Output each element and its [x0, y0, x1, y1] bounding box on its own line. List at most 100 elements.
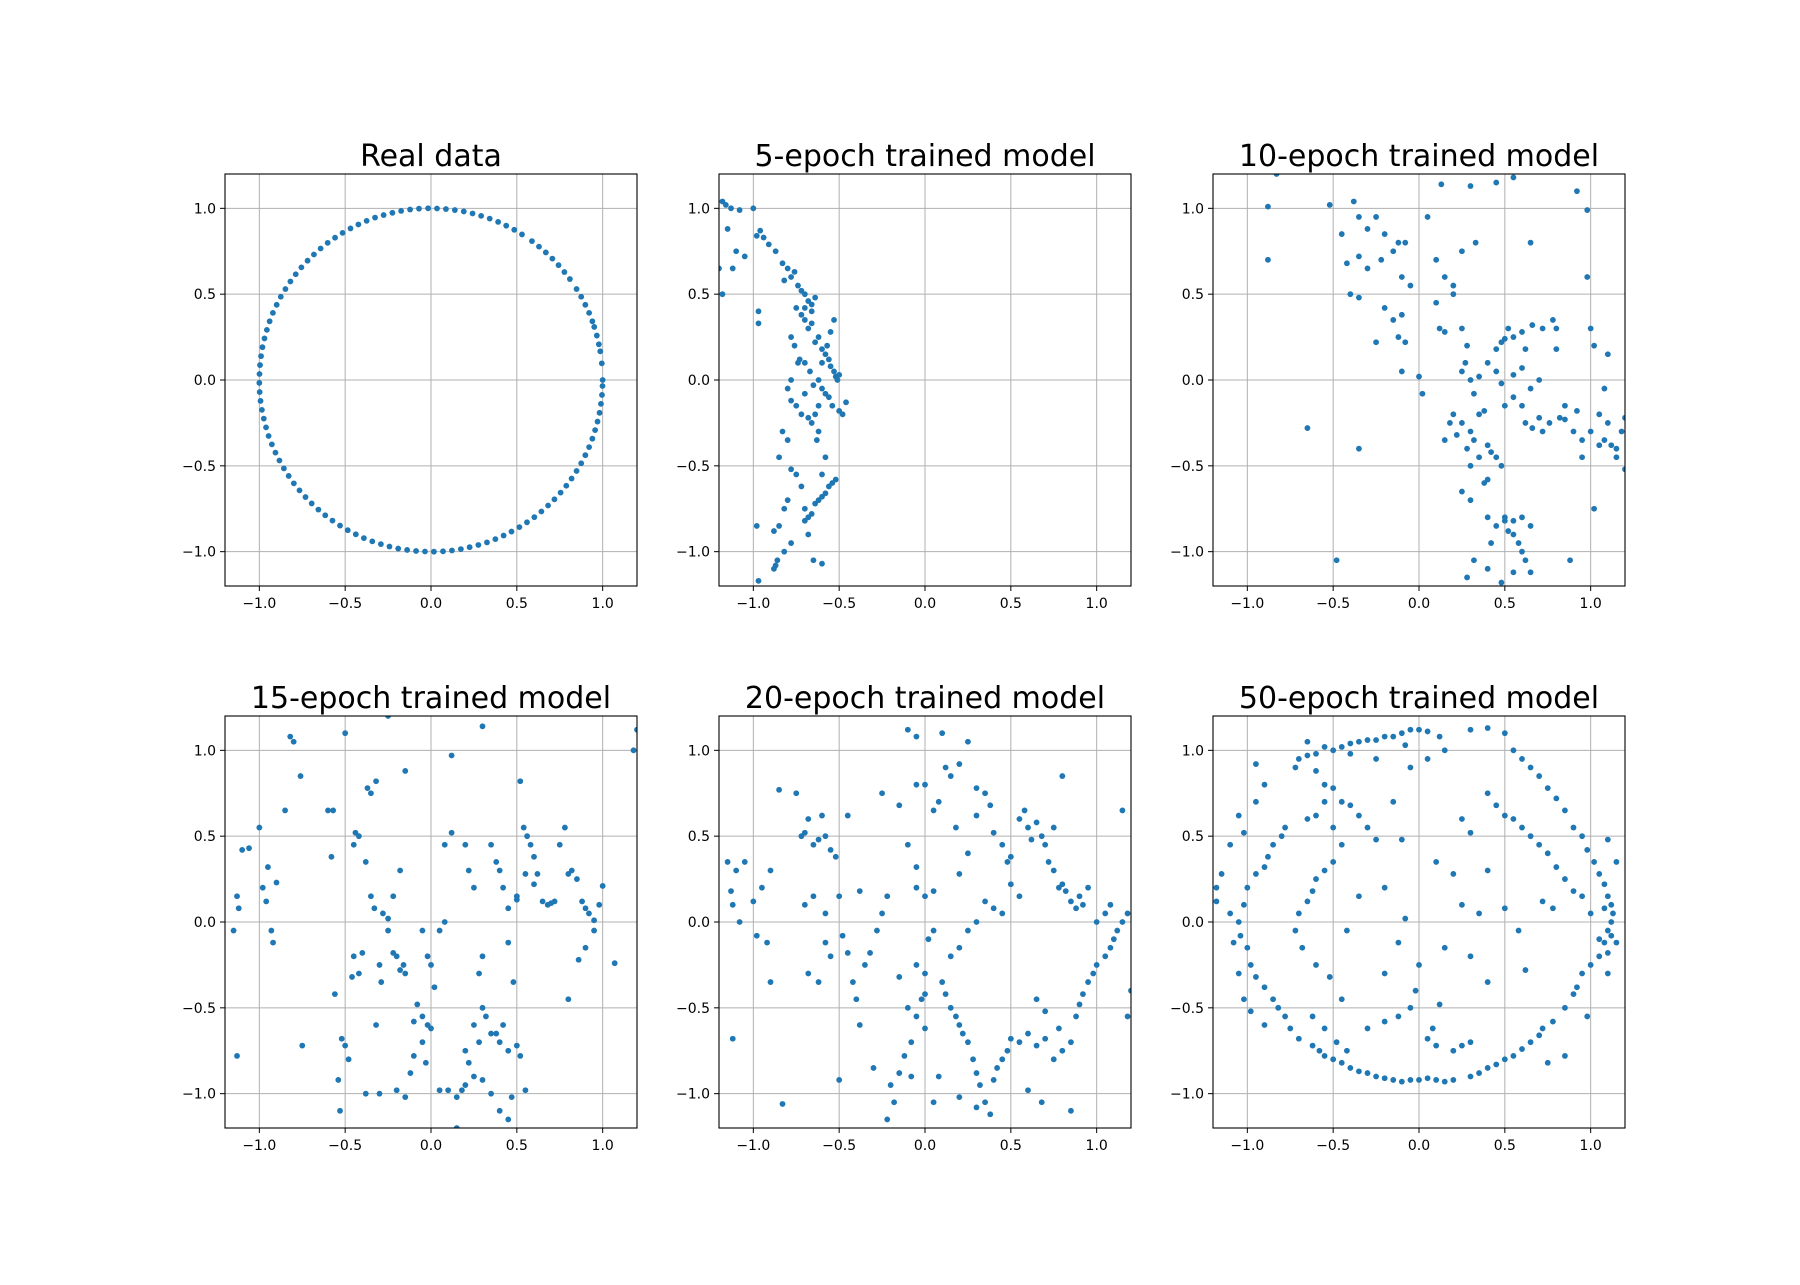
data-point	[1119, 807, 1126, 814]
data-point	[827, 953, 834, 960]
data-point	[779, 260, 786, 267]
data-point	[562, 824, 568, 831]
data-point	[1501, 514, 1508, 521]
data-point	[510, 979, 517, 985]
data-point	[815, 428, 822, 435]
y-tick-label: −1.0	[676, 1087, 710, 1103]
data-point	[362, 859, 369, 865]
data-point	[834, 377, 841, 383]
data-point	[755, 308, 762, 315]
data-point	[805, 970, 812, 977]
data-point	[755, 577, 762, 584]
data-point	[1438, 181, 1445, 188]
data-point	[901, 1053, 908, 1059]
data-point	[1553, 864, 1560, 870]
data-point	[1347, 740, 1354, 747]
data-point	[791, 268, 798, 275]
data-point	[1462, 359, 1469, 366]
data-point	[1579, 437, 1585, 443]
data-point	[549, 255, 556, 262]
data-point	[801, 317, 808, 323]
data-point	[449, 547, 455, 554]
data-point	[813, 437, 820, 443]
data-point	[990, 829, 997, 836]
data-point	[1381, 1075, 1388, 1082]
data-point	[589, 318, 596, 325]
data-point	[492, 536, 499, 543]
data-point	[1390, 733, 1397, 740]
data-point	[465, 1059, 472, 1066]
data-point	[586, 309, 593, 316]
data-point	[508, 528, 515, 535]
data-point	[1304, 898, 1311, 905]
data-point	[1467, 953, 1474, 960]
y-tick-label: 0.0	[688, 915, 710, 931]
data-point	[1241, 901, 1247, 908]
data-point	[428, 1025, 434, 1032]
data-point	[1068, 1039, 1074, 1046]
x-tick-label: 0.0	[1408, 596, 1430, 612]
data-point	[942, 991, 949, 997]
data-point	[568, 867, 575, 874]
data-point	[592, 427, 599, 434]
data-point	[1587, 325, 1594, 332]
data-point	[798, 311, 805, 318]
data-point	[1076, 893, 1083, 900]
x-tick-label: 0.5	[1000, 596, 1022, 612]
data-point	[1464, 445, 1470, 452]
data-point	[1395, 334, 1402, 340]
data-point	[959, 1030, 966, 1037]
subplot-1: −1.0 −0.5 0.0 0.5 1.0 −1.0 −0.5 0.0 0.5 1.0 Real d…	[182, 139, 638, 612]
data-point	[1416, 1077, 1422, 1083]
data-point	[1608, 901, 1615, 908]
data-point	[1025, 1087, 1031, 1094]
data-point	[1562, 402, 1568, 409]
data-point	[280, 465, 287, 472]
data-point	[819, 560, 825, 567]
data-point	[1579, 893, 1585, 900]
data-point	[591, 324, 598, 330]
data-point	[373, 778, 379, 785]
data-point	[839, 411, 846, 418]
data-point	[1237, 932, 1244, 939]
data-point	[414, 1001, 421, 1008]
data-point	[378, 979, 385, 985]
data-point	[904, 1004, 911, 1011]
data-point	[808, 308, 815, 315]
data-point	[767, 979, 774, 985]
data-point	[1085, 979, 1091, 985]
x-tick-label: 0.0	[914, 596, 936, 612]
data-point	[386, 543, 393, 550]
data-point	[471, 884, 477, 891]
data-point	[1464, 342, 1470, 349]
data-point	[1570, 428, 1577, 435]
x-tick-label: −0.5	[328, 1138, 362, 1154]
data-point	[1471, 390, 1477, 397]
data-point	[1467, 428, 1474, 435]
data-point	[1441, 747, 1448, 754]
data-point	[896, 974, 903, 980]
data-point	[471, 1073, 477, 1080]
data-point	[1398, 368, 1405, 375]
data-point	[956, 1094, 963, 1100]
data-point	[561, 269, 568, 275]
data-point	[973, 785, 980, 791]
data-point	[359, 950, 366, 956]
data-point	[1042, 841, 1049, 848]
data-point	[505, 1116, 512, 1123]
data-point	[1584, 274, 1591, 280]
data-point	[389, 209, 396, 216]
data-point	[1295, 910, 1302, 917]
data-point	[1441, 944, 1448, 951]
data-point	[1395, 239, 1402, 246]
data-point	[1476, 411, 1482, 418]
data-point	[445, 1087, 452, 1094]
data-point	[1574, 188, 1580, 195]
data-point	[1093, 919, 1100, 925]
data-point	[505, 1047, 512, 1054]
data-point	[1519, 756, 1525, 762]
data-point	[586, 444, 593, 451]
data-point	[599, 377, 606, 383]
data-point	[987, 1111, 994, 1118]
data-point	[1407, 1077, 1414, 1083]
